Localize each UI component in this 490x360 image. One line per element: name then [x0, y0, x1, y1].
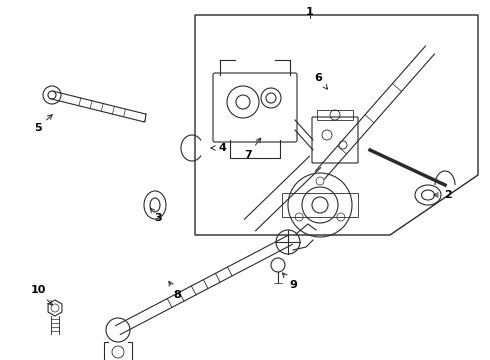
Text: 6: 6: [314, 73, 327, 89]
Text: 2: 2: [434, 190, 452, 200]
Text: 8: 8: [169, 281, 181, 300]
Text: 5: 5: [34, 114, 52, 133]
Bar: [317, 110, 353, 120]
Text: 9: 9: [283, 273, 297, 290]
Text: 1: 1: [306, 7, 314, 17]
Bar: [282, 193, 358, 217]
Text: 3: 3: [150, 208, 162, 223]
Text: 10: 10: [30, 285, 52, 305]
Text: 7: 7: [244, 138, 261, 160]
Text: 4: 4: [211, 143, 226, 153]
